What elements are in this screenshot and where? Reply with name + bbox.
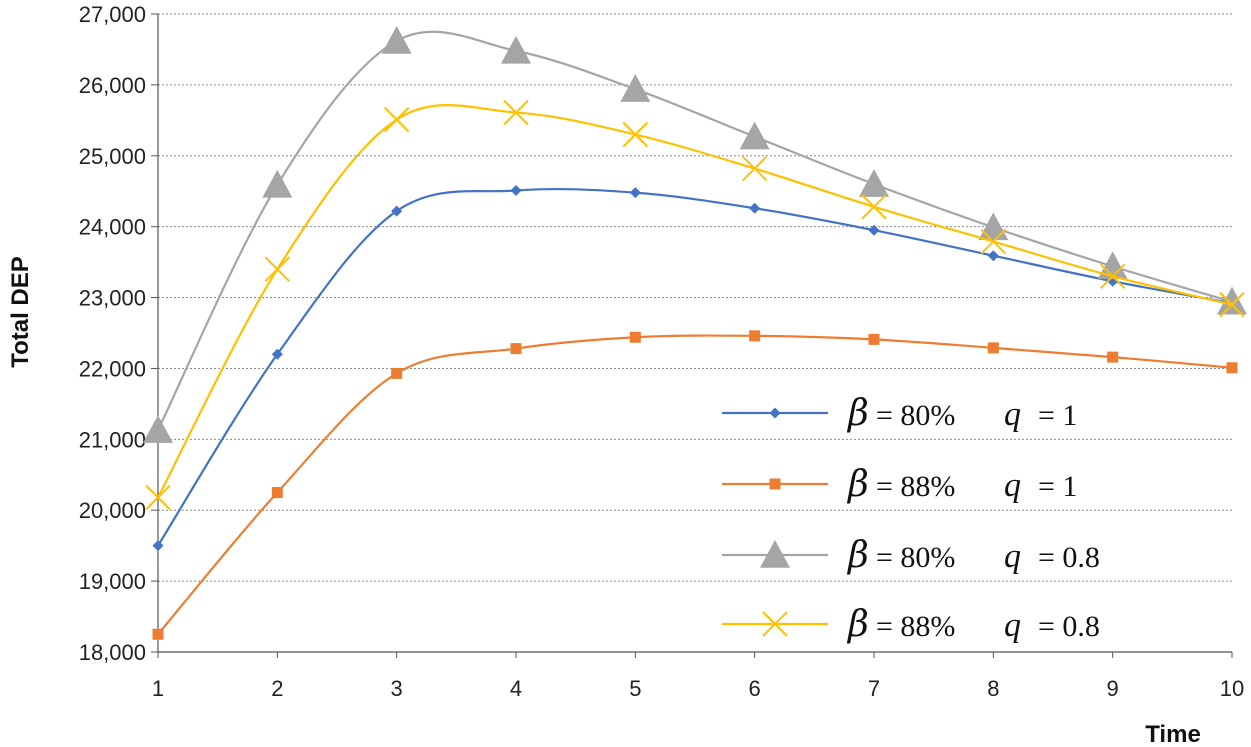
series-line [157, 103, 1233, 498]
x-tick-label: 2 [271, 676, 283, 701]
y-tick-label: 26,000 [79, 73, 146, 98]
legend-q-value: = 0.8 [1038, 541, 1100, 574]
data-point [749, 330, 761, 342]
x-tick-label: 8 [987, 676, 999, 701]
data-point [980, 228, 1007, 255]
legend-beta: β [846, 535, 869, 576]
grid [158, 13, 1232, 582]
data-point [381, 25, 412, 54]
series-layer [143, 25, 1247, 640]
data-point [987, 342, 999, 354]
y-tick-label: 24,000 [79, 215, 146, 240]
legend: β = 80% q = 1β = 88% q = 1β = 80% q = 0.8β = 88% q =… [722, 393, 1100, 645]
data-point [264, 256, 291, 282]
legend-swatch-marker [760, 540, 790, 568]
legend-q: q [1004, 607, 1021, 644]
series-1 [152, 185, 1238, 552]
data-point [868, 224, 880, 236]
y-tick-label: 25,000 [79, 144, 146, 169]
legend-beta-value: = 88% [876, 470, 955, 503]
data-point [749, 202, 761, 214]
data-point [152, 540, 164, 552]
data-point [629, 331, 641, 343]
data-point [1099, 263, 1126, 289]
series-3 [143, 25, 1247, 443]
legend-entry-3: β = 80% q = 0.8 [722, 535, 1100, 576]
data-point [620, 74, 651, 102]
legend-beta: β [846, 464, 869, 505]
y-tick-label: 20,000 [79, 498, 146, 523]
x-tick-label: 9 [1107, 676, 1119, 701]
data-point [391, 367, 403, 379]
y-tick-label: 23,000 [79, 286, 146, 311]
legend-beta: β [846, 393, 869, 434]
data-point [868, 333, 880, 345]
data-point [1097, 251, 1128, 280]
series-line [157, 30, 1233, 431]
data-point [1217, 286, 1247, 315]
data-point [1219, 291, 1245, 318]
legend-q: q [1004, 396, 1021, 433]
data-point [510, 185, 522, 197]
legend-entry-2: β = 88% q = 1 [722, 464, 1077, 505]
series-4 [145, 99, 1245, 511]
legend-beta-value: = 80% [876, 399, 955, 432]
legend-entry-1: β = 80% q = 1 [722, 393, 1077, 434]
data-point [1107, 351, 1119, 363]
data-point [383, 106, 410, 133]
x-tick-label: 1 [152, 676, 164, 701]
data-point [152, 628, 164, 640]
series-2 [152, 330, 1238, 640]
data-point [145, 484, 171, 511]
legend-q-value: = 1 [1038, 470, 1077, 503]
x-tick-label: 4 [510, 676, 522, 701]
legend-entry-4: β = 88% q = 0.8 [722, 604, 1100, 645]
data-point [391, 205, 403, 217]
data-point [262, 169, 293, 198]
legend-q: q [1004, 467, 1021, 504]
y-tick-label: 19,000 [79, 569, 146, 594]
data-point [861, 194, 887, 220]
axes: 18,000 19,000 20,000 21,000 22,000 23,000 24,0… [79, 2, 1245, 701]
data-point [629, 187, 641, 199]
x-tick-label: 10 [1220, 676, 1244, 701]
data-point [503, 99, 529, 126]
data-point [741, 155, 768, 182]
legend-q: q [1004, 538, 1021, 575]
data-point [739, 121, 770, 150]
legend-swatch-marker [762, 611, 788, 637]
y-tick-label: 22,000 [79, 356, 146, 381]
data-point [271, 348, 283, 360]
data-point [501, 35, 531, 64]
data-point [859, 169, 889, 197]
legend-q-value: = 0.8 [1038, 610, 1100, 643]
y-tick-label: 21,000 [79, 427, 146, 452]
data-point [143, 415, 173, 443]
x-axis-title: Time [1145, 721, 1201, 747]
data-point [510, 343, 522, 355]
data-point [622, 121, 649, 148]
legend-q-value: = 1 [1038, 399, 1077, 432]
x-tick-label: 3 [391, 676, 403, 701]
data-point [987, 250, 999, 262]
x-tick-label: 5 [629, 676, 641, 701]
series-line [157, 334, 1233, 635]
legend-swatch-marker [769, 478, 781, 490]
series-line [157, 187, 1233, 547]
data-point [1226, 362, 1238, 374]
y-axis-title: Total DEP [7, 256, 34, 368]
data-point [271, 487, 283, 498]
x-tick-label: 6 [749, 676, 761, 701]
y-tick-label: 18,000 [79, 640, 146, 665]
legend-beta: β [846, 604, 869, 645]
x-tick-label: 7 [868, 676, 880, 701]
legend-beta-value: = 80% [876, 541, 955, 574]
legend-beta-value: = 88% [876, 610, 955, 643]
legend-swatch-marker [769, 407, 781, 419]
y-tick-label: 27,000 [79, 2, 146, 27]
